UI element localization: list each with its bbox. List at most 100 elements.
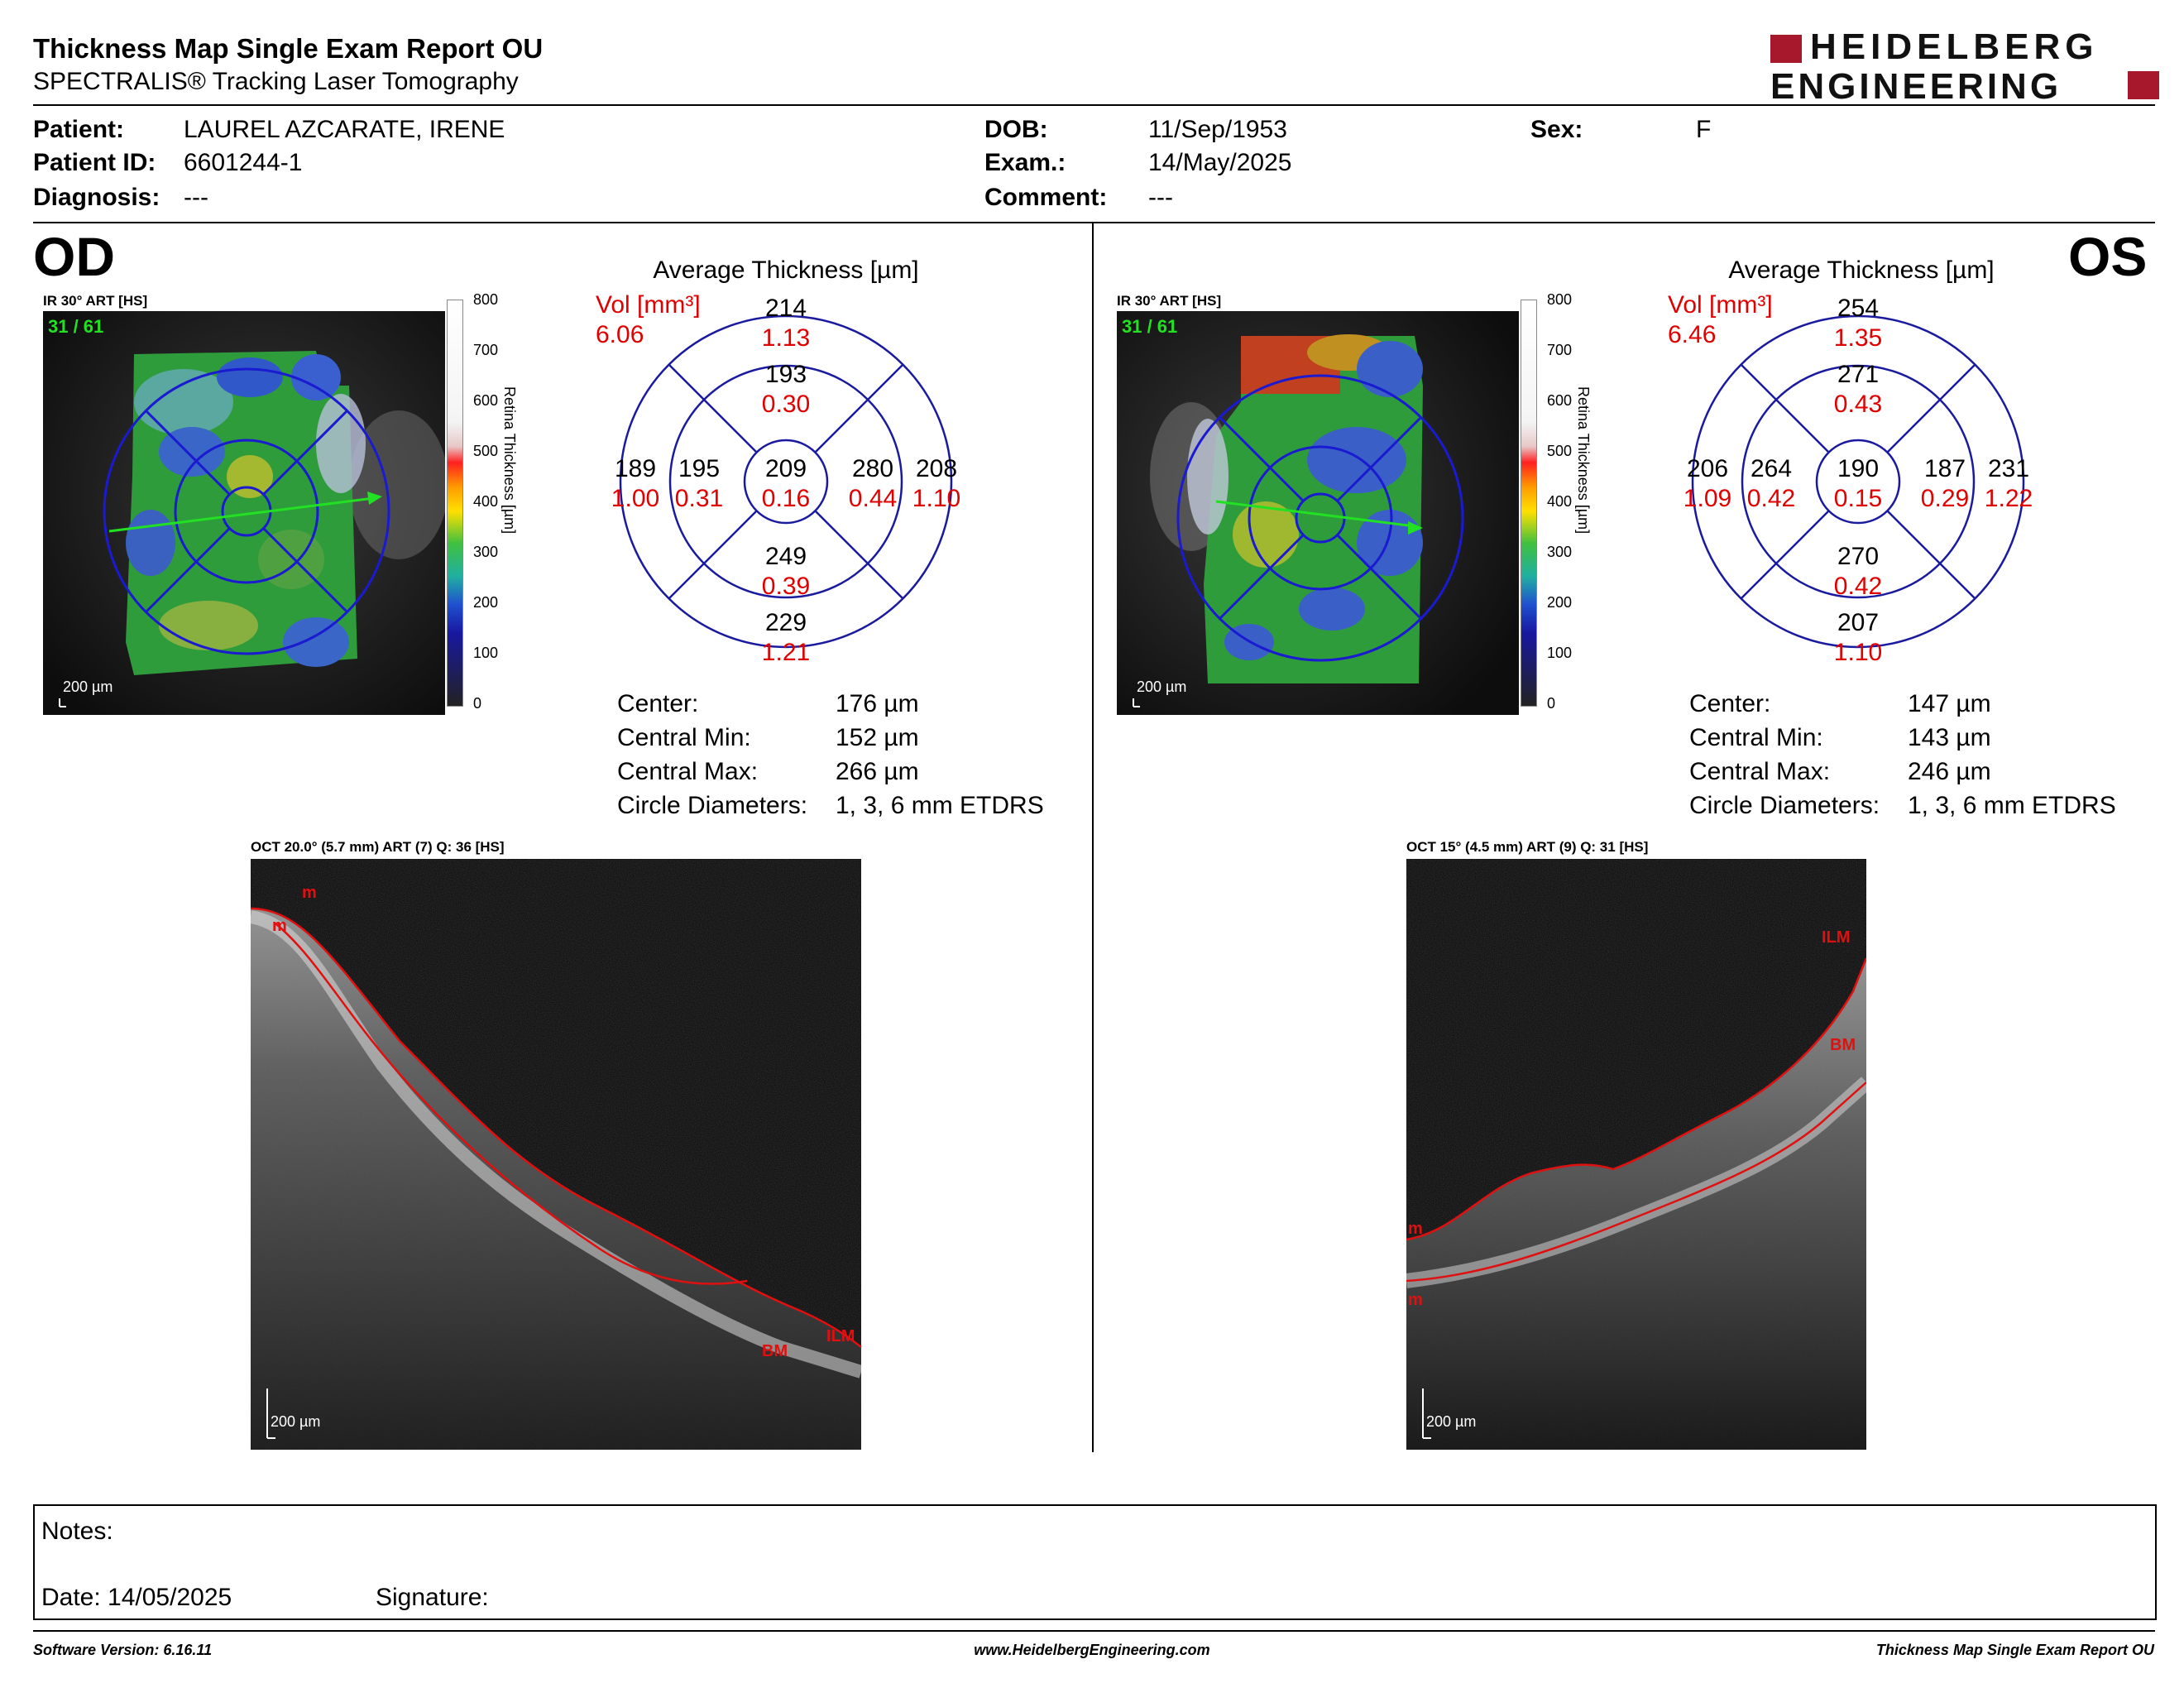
od-outer-right-thickness: 208 — [916, 455, 957, 482]
od-etdrs-grid: 214 1.13 193 0.30 209 0.16 195 0.31 280 … — [611, 295, 960, 666]
os-inner-left-vol: 0.42 — [1747, 485, 1795, 512]
od-ir-image: 31 / 61 200 µm — [43, 311, 445, 715]
os-seg-label-ilm: ILM — [1822, 928, 1851, 947]
os-stat-value: 1, 3, 6 mm ETDRS — [1908, 792, 2116, 819]
os-thickness-map — [1117, 311, 1519, 715]
os-outer-sup-thickness: 254 — [1837, 295, 1879, 322]
od-inner-inf-vol: 0.39 — [762, 573, 810, 600]
os-vol-total: 6.46 — [1668, 321, 1717, 348]
od-stat-key: Circle Diameters: — [617, 792, 808, 819]
od-stat-value: 176 µm — [836, 690, 919, 717]
logo-red-block-top — [1770, 35, 1802, 63]
os-stat-key: Central Min: — [1689, 724, 1823, 751]
report-title: Thickness Map Single Exam Report OU — [33, 33, 544, 64]
footer-report-name: Thickness Map Single Exam Report OU — [1875, 1642, 2154, 1658]
os-stat-key: Central Max: — [1689, 758, 1831, 785]
os-oct-bscan — [1406, 859, 1866, 1450]
od-vol-label: Vol [mm³] — [596, 291, 701, 319]
od-outer-left-thickness: 189 — [615, 455, 656, 482]
od-inner-sup-vol: 0.30 — [762, 391, 810, 418]
cb-tick: 800 — [1547, 291, 1573, 308]
od-seg-label-top1: m — [302, 884, 317, 902]
os-seg-label-m1: m — [1408, 1220, 1423, 1238]
exam-label: Exam.: — [984, 149, 1066, 176]
os-center-vol: 0.15 — [1834, 485, 1882, 512]
od-vol-total: 6.06 — [596, 321, 644, 348]
notes-date: Date: 14/05/2025 — [41, 1584, 232, 1611]
od-seg-label-bm: BM — [762, 1342, 788, 1360]
os-etdrs-grid: 254 1.35 271 0.43 190 0.15 264 0.42 187 … — [1684, 295, 2033, 666]
od-oct-bscan — [251, 859, 861, 1450]
comment-value: --- — [1148, 184, 1173, 211]
od-inner-sup-thickness: 193 — [765, 361, 807, 388]
company-logo: HEIDELBERG ENGINEERING — [1770, 26, 2159, 107]
cb-tick: 200 — [1547, 594, 1573, 611]
patient-id: 6601244-1 — [184, 149, 303, 176]
cb-tick: 0 — [1547, 695, 1556, 712]
od-outer-left-vol: 1.00 — [611, 485, 659, 512]
patient-name: LAUREL AZCARATE, IRENE — [184, 116, 505, 143]
od-stat-value: 152 µm — [836, 724, 919, 751]
od-avg-title: Average Thickness [µm] — [653, 257, 919, 284]
eye-label-os: OS — [2068, 226, 2148, 287]
comment-label: Comment: — [984, 184, 1108, 211]
patient-divider — [33, 222, 2155, 223]
center-divider — [1092, 223, 1094, 1452]
os-outer-right-vol: 1.22 — [1985, 485, 2033, 512]
od-seg-label-ilm: ILM — [826, 1327, 855, 1345]
os-stat-row: Circle Diameters: 1, 3, 6 mm ETDRS — [1689, 789, 2116, 822]
od-stat-value: 266 µm — [836, 758, 919, 785]
os-stat-value: 246 µm — [1908, 758, 1991, 785]
od-outer-inf-thickness: 229 — [765, 609, 807, 636]
diagnosis-label: Diagnosis: — [33, 184, 160, 211]
od-stat-row: Central Max: 266 µm — [617, 755, 1044, 789]
os-stat-value: 143 µm — [1908, 724, 1991, 751]
os-stats: Center: 147 µm Central Min: 143 µm Central… — [1689, 687, 2116, 822]
os-stat-row: Center: 147 µm — [1689, 687, 2116, 721]
od-inner-right-vol: 0.44 — [849, 485, 897, 512]
od-ir-label: IR 30° ART [HS] — [43, 293, 148, 309]
os-inner-inf-vol: 0.42 — [1834, 573, 1882, 600]
os-seg-label-m2: m — [1408, 1291, 1423, 1309]
od-stat-row: Central Min: 152 µm — [617, 721, 1044, 755]
exam-value: 14/May/2025 — [1148, 149, 1292, 176]
od-stat-key: Central Max: — [617, 758, 759, 785]
os-vol-label: Vol [mm³] — [1668, 291, 1773, 319]
os-colorbar-gradient — [1521, 300, 1537, 707]
os-ir-counter: 31 / 61 — [1122, 316, 1178, 337]
cb-tick: 600 — [473, 392, 499, 409]
od-stat-row: Circle Diameters: 1, 3, 6 mm ETDRS — [617, 789, 1044, 822]
os-inner-sup-thickness: 271 — [1837, 361, 1879, 388]
od-colorbar-gradient — [447, 300, 463, 707]
cb-tick: 300 — [1547, 544, 1573, 560]
footer-divider — [33, 1630, 2155, 1632]
os-inner-right-thickness: 187 — [1924, 455, 1966, 482]
cb-tick: 400 — [1547, 493, 1573, 510]
os-center-thickness: 190 — [1837, 455, 1879, 482]
os-seg-label-bm: BM — [1830, 1036, 1856, 1054]
cb-tick: 400 — [473, 493, 499, 510]
os-outer-inf-vol: 1.10 — [1834, 639, 1882, 666]
od-outer-sup-vol: 1.13 — [762, 324, 810, 352]
os-ir-label: IR 30° ART [HS] — [1117, 293, 1222, 309]
os-inner-inf-thickness: 270 — [1837, 543, 1879, 570]
footer-software-version: Software Version: 6.16.11 — [33, 1642, 213, 1658]
od-outer-inf-vol: 1.21 — [762, 639, 810, 666]
cb-tick: 100 — [1547, 645, 1573, 661]
od-oct-label: OCT 20.0° (5.7 mm) ART (7) Q: 36 [HS] — [251, 839, 505, 855]
cb-tick: 500 — [473, 443, 499, 459]
os-stat-key: Circle Diameters: — [1689, 792, 1880, 819]
patient-label: Patient: — [33, 116, 125, 143]
os-stat-row: Central Min: 143 µm — [1689, 721, 2116, 755]
cb-tick: 800 — [473, 291, 499, 308]
sex-value: F — [1696, 116, 1712, 143]
cb-tick: 300 — [473, 544, 499, 560]
cb-tick: 600 — [1547, 392, 1573, 409]
od-inner-inf-thickness: 249 — [765, 543, 807, 570]
os-oct-scan: ILM BM m m 200 µm — [1406, 859, 1866, 1450]
od-oct-scan: m m ILM BM 200 µm — [251, 859, 861, 1450]
od-inner-left-vol: 0.31 — [675, 485, 723, 512]
header-divider — [33, 104, 2155, 106]
os-inner-left-thickness: 264 — [1751, 455, 1792, 482]
os-colorbar: 800 700 600 500 400 300 200 100 0 Retina… — [1521, 291, 1612, 713]
